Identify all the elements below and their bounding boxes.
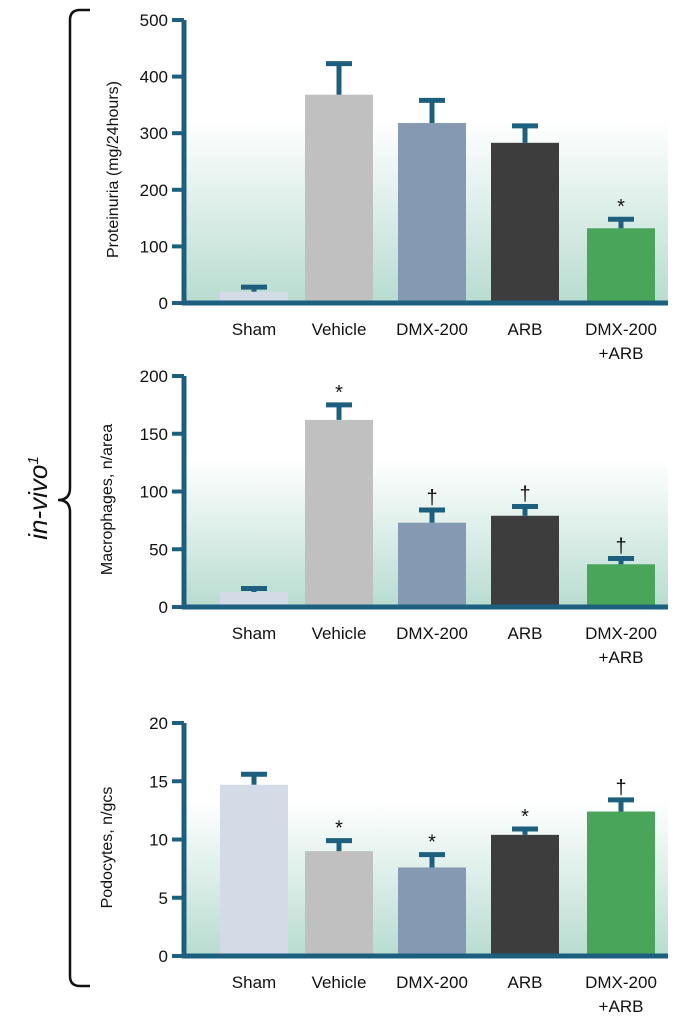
y-tick-label: 0 [159, 947, 168, 966]
y-tick-label: 400 [140, 68, 168, 87]
significance-marker: † [519, 484, 530, 506]
y-tick-label: 150 [140, 425, 168, 444]
side-label-text: in-vivo [23, 465, 53, 540]
y-tick-label: 100 [140, 483, 168, 502]
x-tick-label: Sham [232, 320, 276, 339]
chart-panel-3: * * * † 0 5 10 15 20 Podocytes, n/gcs Sham Vehicle D… [99, 714, 668, 1016]
x-tick-label-line2: +ARB [599, 344, 644, 363]
bar-sham [220, 291, 288, 303]
bar-vehicle [305, 94, 373, 303]
y-tick-label: 0 [159, 598, 168, 617]
significance-marker: † [615, 535, 626, 557]
bar-arb [491, 515, 559, 607]
bar-dmx-200 [398, 123, 466, 304]
y-axis-label: Podocytes, n/gcs [99, 787, 116, 909]
bar-dmx-200-arb [587, 228, 655, 303]
y-tick-label: 10 [149, 831, 168, 850]
significance-marker: * [335, 818, 343, 840]
y-tick-label: 50 [149, 540, 168, 559]
x-tick-label: Vehicle [312, 624, 367, 643]
x-tick-label: Sham [232, 973, 276, 992]
chart-panel-1: * 0 100 200 300 400 500 Proteinuria (mg/24hours… [105, 11, 668, 363]
x-tick-label: DMX-200 [396, 320, 468, 339]
y-tick-label: 0 [159, 294, 168, 313]
x-tick-label: DMX-200 [585, 624, 657, 643]
x-tick-label: ARB [508, 320, 543, 339]
y-tick-label: 20 [149, 714, 168, 733]
side-label: in-vivo1 [23, 456, 53, 539]
x-tick-label: DMX-200 [585, 320, 657, 339]
bar-arb [491, 834, 559, 956]
y-tick-label: 200 [140, 367, 168, 386]
bar-arb [491, 142, 559, 303]
y-axis-label: Proteinuria (mg/24hours) [105, 81, 122, 258]
bar-vehicle [305, 851, 373, 956]
y-tick-label: 200 [140, 181, 168, 200]
significance-marker: * [428, 832, 436, 854]
y-tick-label: 15 [149, 772, 168, 791]
x-tick-label: Vehicle [312, 320, 367, 339]
x-tick-label: ARB [508, 624, 543, 643]
significance-marker: * [335, 382, 343, 404]
side-label-sup: 1 [25, 456, 42, 464]
x-tick-label: Vehicle [312, 973, 367, 992]
left-bracket [57, 8, 90, 988]
significance-marker: * [617, 196, 625, 218]
bar-sham [220, 784, 288, 956]
significance-marker: † [426, 487, 437, 509]
bar-dmx-200 [398, 867, 466, 956]
y-tick-label: 300 [140, 124, 168, 143]
x-tick-label: DMX-200 [585, 973, 657, 992]
x-tick-label: DMX-200 [396, 624, 468, 643]
x-tick-label: ARB [508, 973, 543, 992]
x-tick-label-line2: +ARB [599, 997, 644, 1016]
bar-dmx-200-arb [587, 811, 655, 956]
bar-vehicle [305, 419, 373, 607]
y-tick-label: 5 [159, 889, 168, 908]
x-tick-label-line2: +ARB [599, 648, 644, 667]
y-axis-label: Macrophages, n/area [99, 424, 116, 575]
bar-dmx-200-arb [587, 564, 655, 607]
bar-sham [220, 591, 288, 607]
chart-panel-2: * † † † 0 50 100 150 200 Macrophages, n/area Sham V… [99, 367, 668, 667]
significance-marker: * [521, 806, 529, 828]
x-tick-label: Sham [232, 624, 276, 643]
y-tick-label: 500 [140, 11, 168, 30]
significance-marker: † [615, 777, 626, 799]
x-tick-label: DMX-200 [396, 973, 468, 992]
y-tick-label: 100 [140, 237, 168, 256]
bar-dmx-200 [398, 522, 466, 607]
